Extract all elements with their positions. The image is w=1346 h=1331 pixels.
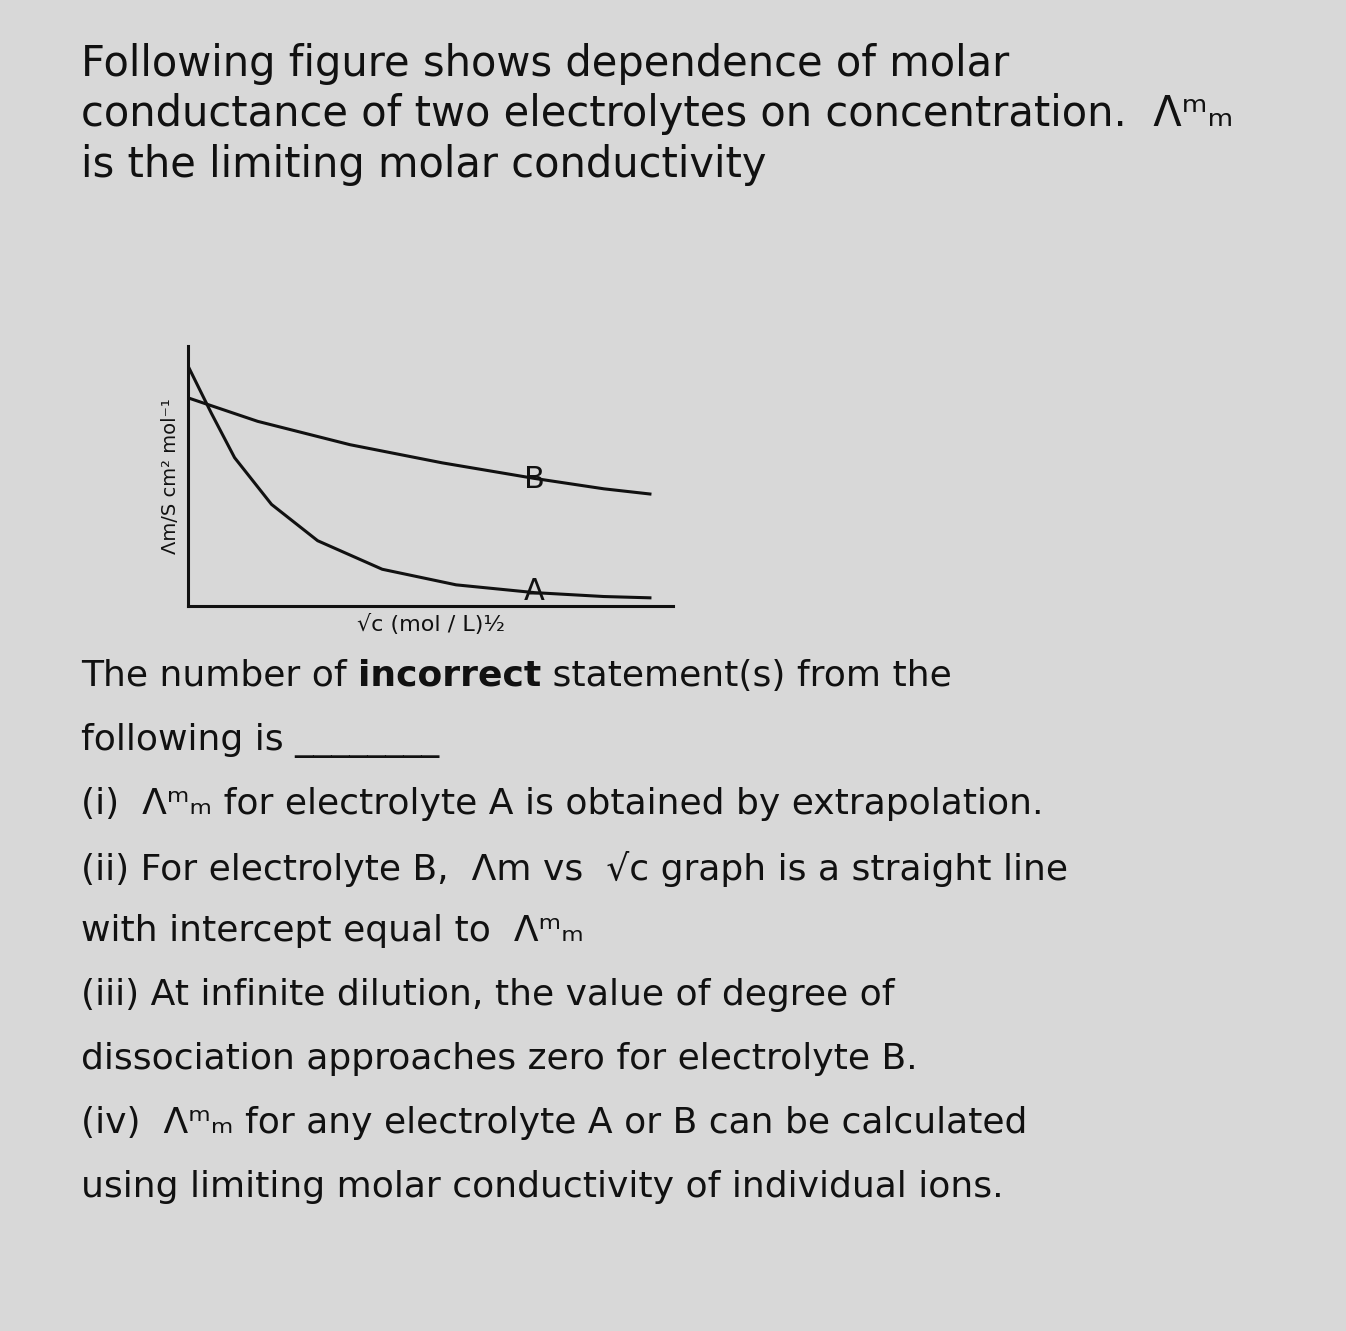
Text: A: A <box>524 576 545 606</box>
Text: with intercept equal to  Λᵐₘ: with intercept equal to Λᵐₘ <box>81 914 584 949</box>
Text: (i)  Λᵐₘ for electrolyte A is obtained by extrapolation.: (i) Λᵐₘ for electrolyte A is obtained by… <box>81 787 1043 821</box>
Text: incorrect: incorrect <box>358 659 541 693</box>
Text: following is ________: following is ________ <box>81 723 439 757</box>
X-axis label: √c (mol / L)¹⁄₂: √c (mol / L)¹⁄₂ <box>357 614 505 635</box>
Text: conductance of two electrolytes on concentration.  Λᵐₘ: conductance of two electrolytes on conce… <box>81 93 1233 136</box>
Text: is the limiting molar conductivity: is the limiting molar conductivity <box>81 144 766 186</box>
Text: The number of: The number of <box>81 659 358 693</box>
Text: statement(s) from the: statement(s) from the <box>541 659 952 693</box>
Text: Following figure shows dependence of molar: Following figure shows dependence of mol… <box>81 43 1009 85</box>
Text: using limiting molar conductivity of individual ions.: using limiting molar conductivity of ind… <box>81 1170 1003 1205</box>
Text: dissociation approaches zero for electrolyte B.: dissociation approaches zero for electro… <box>81 1042 918 1077</box>
Text: (iii) At infinite dilution, the value of degree of: (iii) At infinite dilution, the value of… <box>81 978 894 1013</box>
Text: (ii) For electrolyte B,  Λm vs  √c graph is a straight line: (ii) For electrolyte B, Λm vs √c graph i… <box>81 851 1067 886</box>
Text: B: B <box>524 466 545 494</box>
Text: (iv)  Λᵐₘ for any electrolyte A or B can be calculated: (iv) Λᵐₘ for any electrolyte A or B can … <box>81 1106 1027 1141</box>
Y-axis label: Λm/S cm² mol⁻¹: Λm/S cm² mol⁻¹ <box>162 398 180 554</box>
